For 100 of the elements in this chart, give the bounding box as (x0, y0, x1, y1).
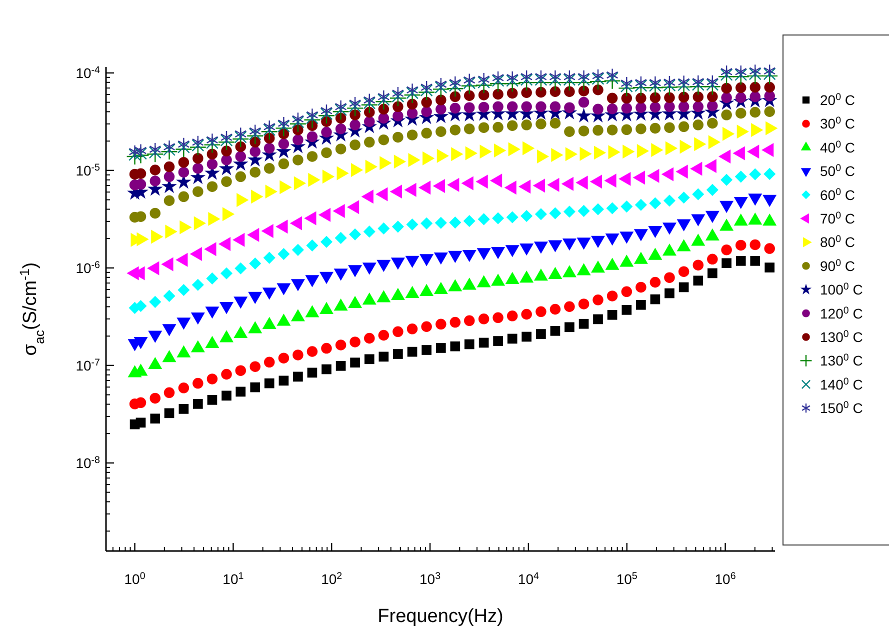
point (364, 136, 375, 148)
point (764, 82, 775, 93)
point (707, 268, 718, 278)
point (592, 124, 604, 136)
point (264, 162, 275, 174)
point (421, 106, 432, 117)
point (678, 266, 690, 277)
point (406, 324, 418, 334)
point (378, 222, 390, 234)
point (735, 92, 746, 103)
point (363, 93, 376, 107)
point (764, 168, 776, 180)
point (706, 74, 718, 88)
point (649, 76, 662, 90)
point (450, 91, 461, 102)
point (235, 171, 246, 182)
point (478, 122, 490, 133)
point (164, 408, 174, 418)
point (207, 394, 218, 405)
point (464, 90, 475, 101)
point (306, 346, 318, 357)
point (192, 135, 204, 149)
point (650, 102, 661, 113)
point (363, 96, 376, 110)
point (736, 256, 746, 266)
point (192, 278, 204, 291)
point (664, 122, 675, 133)
point (321, 147, 332, 158)
point (706, 184, 718, 196)
point (206, 132, 218, 147)
point (421, 321, 432, 332)
point (249, 257, 262, 270)
point (192, 162, 204, 174)
point (622, 305, 632, 315)
point (550, 86, 561, 97)
point (406, 108, 418, 119)
point (434, 77, 447, 92)
legend-label: 20$^{0}$ C (820, 92, 856, 108)
point (492, 70, 504, 84)
point (148, 146, 162, 159)
point (720, 174, 733, 186)
point (636, 92, 646, 104)
point (621, 92, 632, 104)
point (292, 134, 304, 146)
point (134, 147, 147, 160)
point (506, 211, 518, 224)
point (564, 301, 575, 312)
x-tick-label: 10$^{6}$ (714, 570, 736, 587)
point (248, 128, 262, 140)
point (478, 213, 490, 226)
legend-label: 90$^{0}$ C (820, 257, 856, 274)
point (392, 110, 404, 122)
point (464, 315, 475, 326)
point (750, 91, 760, 102)
point (221, 368, 232, 380)
point (678, 282, 689, 292)
point (436, 94, 446, 106)
point (192, 399, 203, 409)
point (478, 314, 490, 324)
point (450, 341, 460, 352)
point (406, 218, 418, 231)
point (750, 239, 760, 250)
point (448, 79, 462, 92)
point (450, 124, 461, 136)
point (536, 118, 546, 130)
point (464, 123, 475, 134)
point (707, 118, 718, 129)
point (222, 390, 232, 401)
point (549, 207, 562, 220)
point (506, 70, 518, 84)
x-tick-label: 10$^{5}$ (616, 570, 638, 587)
point (692, 120, 704, 130)
point (506, 101, 518, 112)
point (163, 290, 176, 302)
point (450, 316, 461, 328)
point (478, 90, 490, 100)
point (250, 382, 260, 392)
point (707, 100, 718, 112)
point (322, 364, 332, 374)
point (335, 144, 346, 154)
point (164, 195, 175, 206)
point (563, 70, 576, 84)
point (693, 276, 704, 286)
point (306, 112, 318, 124)
point (506, 88, 518, 99)
point (320, 236, 333, 248)
point (392, 326, 404, 338)
point (393, 349, 403, 359)
point (478, 76, 490, 89)
legend-label: 50$^{0}$ C (820, 162, 856, 180)
point (663, 194, 676, 207)
point (734, 64, 747, 78)
point (436, 343, 446, 353)
point (334, 100, 347, 114)
y-tick-label: 10$^{-6}$ (76, 259, 101, 276)
point (449, 216, 462, 229)
point (192, 139, 204, 152)
point (550, 304, 561, 315)
point (606, 103, 618, 114)
point (292, 244, 304, 256)
